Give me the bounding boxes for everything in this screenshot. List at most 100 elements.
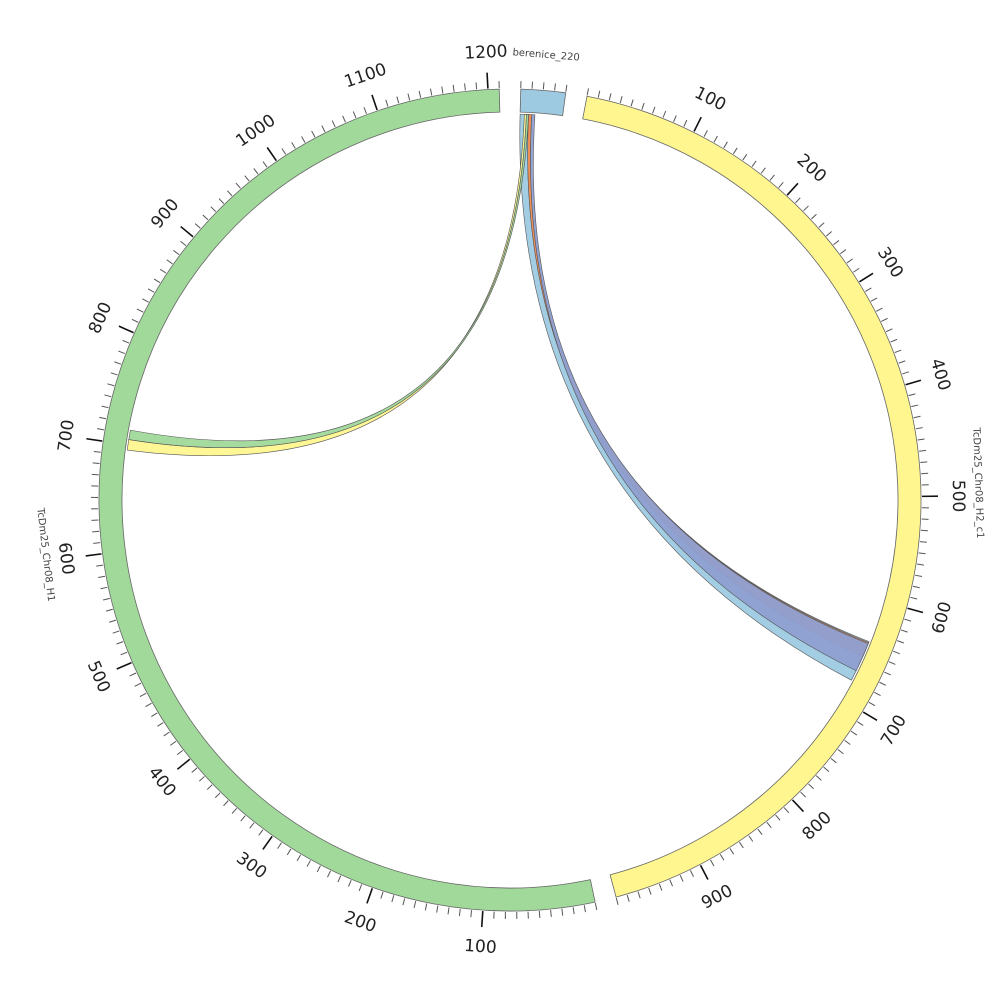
tick-mark [458,908,461,916]
tick-mark [876,307,883,312]
tick-mark [888,661,896,665]
tick-mark [118,325,134,334]
tick-mark [262,161,268,168]
tick-mark [825,231,832,237]
tick-mark [266,147,277,162]
tick-mark [815,775,822,781]
tick-mark [693,116,702,132]
tick-label: 700 [877,712,911,750]
tick-mark [97,428,105,431]
tick-mark [870,297,878,302]
tick-mark [853,267,860,273]
tick-mark [900,629,908,633]
tick-mark [907,607,924,614]
tick-mark [713,135,718,143]
tick-mark [920,461,928,463]
tick-mark [658,883,663,891]
tick-mark [301,136,306,143]
tick-mark [538,910,541,918]
tick-mark [594,902,598,911]
tick-mark [281,148,287,155]
tick-mark [689,870,694,877]
tick-mark [868,701,876,707]
tick-mark [791,799,805,813]
tick-mark [914,574,923,577]
tick-mark [99,416,107,420]
tick-mark [418,90,422,98]
tick-mark [109,619,117,623]
tick-label: 1100 [342,59,389,92]
tick-mark [157,722,164,727]
ribbons-layer [126,113,870,681]
labels-layer: berenice_220 100 200 300 400 500 600 700 800 900 T… [34,41,985,958]
tick-label: 900 [147,195,183,233]
tick-mark [699,864,709,880]
tick-mark [837,749,844,755]
tick-mark [739,841,744,849]
tick-mark [348,879,352,887]
tick-mark [775,814,781,821]
tick-mark [176,758,191,770]
tick-mark [116,641,124,645]
ribbon-berenice_220-to-TcDm25_Chr08_H1 [128,114,529,448]
tick-mark [890,338,898,343]
tick-mark [742,154,748,161]
tick-mark [818,222,825,228]
tick-mark [652,106,656,114]
tick-mark [586,88,589,96]
tick-label: 500 [948,480,968,513]
segment-TcDm25_Chr08_H1 [98,88,596,912]
tick-mark [429,88,433,96]
tick-mark [327,870,331,878]
tick-mark [757,828,763,835]
tick-mark [850,730,858,736]
segment-name-label: berenice_220 [512,47,580,63]
ticks-layer [85,72,938,928]
tick-label: 1200 [464,41,508,63]
tick-mark [865,287,872,292]
tick-mark [800,791,806,798]
tick-label: 800 [85,299,116,337]
tick-mark [163,731,170,737]
tick-mark [597,90,601,98]
tick-mark [396,96,400,104]
tick-mark [277,842,282,849]
tick-mark [723,141,728,149]
tick-mark [93,450,101,453]
segment-name-label: TcDm25_Chr08_H1 [34,506,56,602]
tick-label: 400 [926,356,954,393]
tick-mark [180,240,187,246]
tick-mark [342,115,346,123]
tick-mark [662,110,667,118]
tick-mark [786,182,799,196]
tick-mark [198,776,205,782]
tick-mark [905,379,922,386]
tick-mark [331,120,336,128]
tick-mark [118,350,126,355]
tick-mark [550,909,552,918]
tick-mark [413,900,417,908]
tick-mark [210,206,217,212]
tick-mark [385,99,389,107]
tick-mark [732,147,738,155]
ribbon-berenice_220-to-TcDm25_Chr08_H2_c1 [527,114,870,657]
tick-mark [98,575,106,579]
tick-mark [810,213,817,220]
tick-mark [874,691,881,697]
tick-mark [808,783,814,790]
tick-mark [105,608,113,612]
tick-mark [131,318,139,323]
tick-mark [170,740,177,746]
tick-mark [110,372,118,376]
tick-mark [101,405,109,409]
tick-label: 800 [798,808,835,845]
tick-mark [637,891,641,899]
tick-mark [641,102,645,110]
tick-mark [180,225,194,238]
tick-mark [380,891,384,899]
tick-mark [920,529,928,532]
tick-mark [366,888,374,904]
tick-mark [904,618,912,622]
tick-label: 600 [54,541,78,576]
tick-mark [112,630,120,634]
